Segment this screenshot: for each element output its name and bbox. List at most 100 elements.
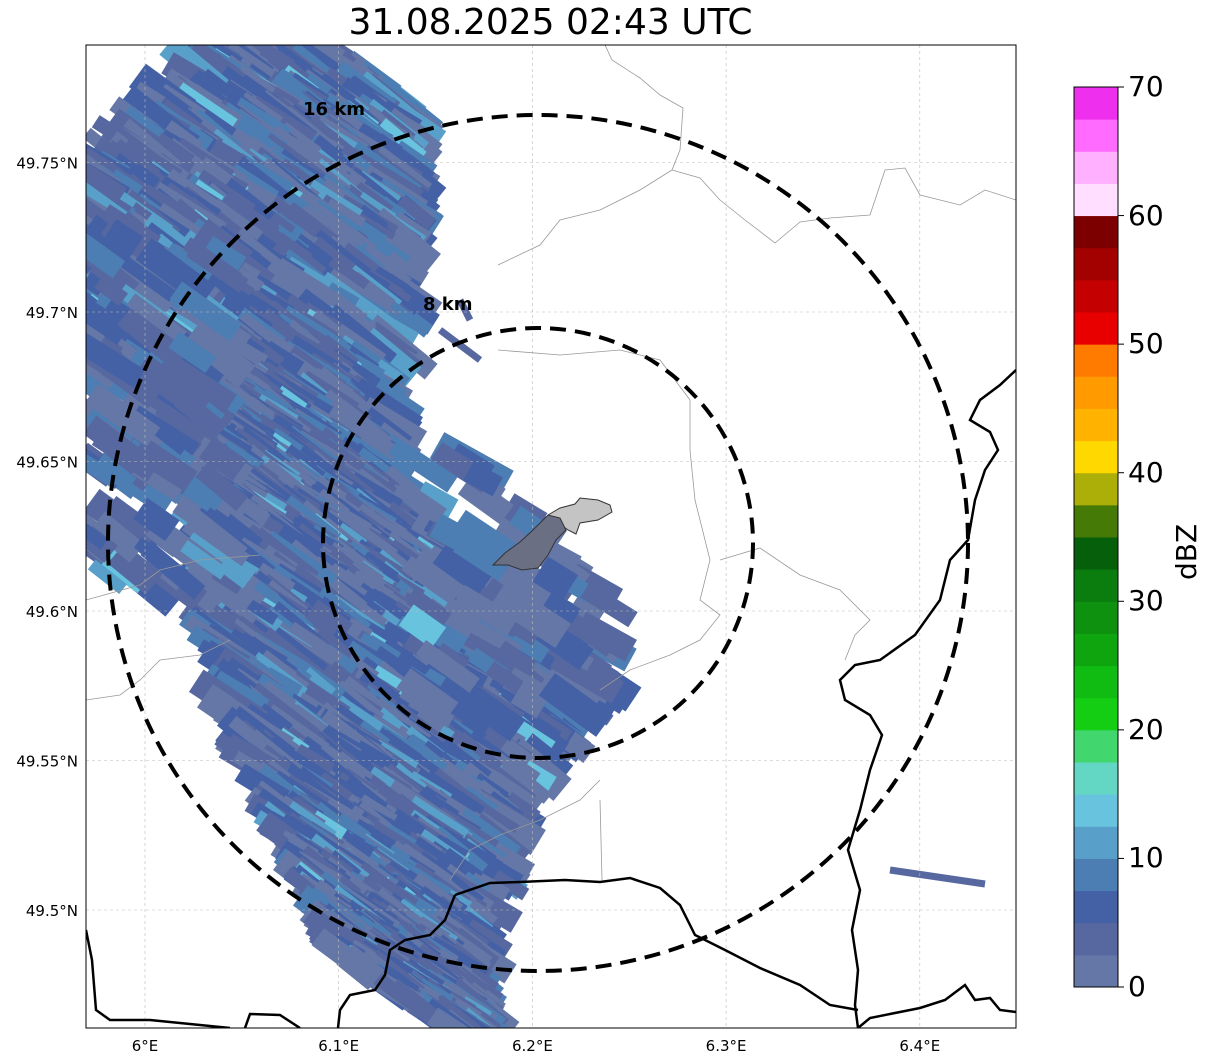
colorbar-segment xyxy=(1074,247,1118,281)
colorbar-segment xyxy=(1074,312,1118,345)
radar-bin xyxy=(401,555,461,605)
radar-bin xyxy=(240,0,284,28)
radar-bin xyxy=(86,332,146,388)
radar-bin xyxy=(453,585,519,636)
national-border-line xyxy=(454,876,859,1012)
radar-bin xyxy=(398,604,447,649)
range-ring-label-8km: 8 km xyxy=(423,294,473,315)
radar-bin xyxy=(542,590,582,626)
radar-bin xyxy=(86,518,109,550)
colorbar-segment xyxy=(1074,762,1118,795)
national-border-line xyxy=(243,1012,301,1028)
radar-bin xyxy=(126,293,187,343)
national-border-line xyxy=(838,369,1016,1028)
radar-bin xyxy=(94,453,137,491)
radar-bin xyxy=(406,587,452,626)
radar-bin xyxy=(117,303,191,370)
radar-bin xyxy=(174,391,228,440)
radar-streak xyxy=(437,327,483,363)
colorbar-segment xyxy=(1074,151,1118,184)
radar-bin xyxy=(129,436,198,495)
radar-bin xyxy=(183,322,256,387)
colorbar-segment xyxy=(1074,697,1118,731)
colorbar-label: dBZ xyxy=(1170,523,1203,580)
national-border-line xyxy=(336,894,457,1028)
radar-bin xyxy=(135,238,216,308)
colorbar-tick-label: 10 xyxy=(1128,841,1164,875)
colorbar-segment xyxy=(1074,601,1118,634)
radar-bin xyxy=(195,462,249,512)
radar-bin xyxy=(116,253,177,302)
radar-bin xyxy=(538,672,613,737)
radar-bin xyxy=(463,461,503,497)
radar-bin xyxy=(100,219,144,261)
regional-border-line xyxy=(86,639,231,701)
radar-bin xyxy=(184,526,257,589)
lon-tick-label: 6.3°E xyxy=(706,1037,747,1055)
radar-bin xyxy=(86,383,161,447)
range-rings: 8 km 16 km xyxy=(106,99,970,973)
radar-bin xyxy=(106,496,152,537)
colorbar-tick-label: 0 xyxy=(1128,970,1146,1003)
radar-bin xyxy=(168,331,217,374)
radar-bin xyxy=(86,314,124,346)
colorbar-segment xyxy=(1074,87,1118,120)
radar-bin xyxy=(460,1028,515,1064)
regional-border-line xyxy=(497,349,721,691)
radar-bin xyxy=(239,7,275,37)
radar-bin xyxy=(432,539,495,596)
colorbar-segment xyxy=(1074,569,1118,602)
colorbar-segment xyxy=(1074,440,1118,474)
radar-bin xyxy=(415,639,480,693)
colorbar-segment xyxy=(1074,537,1118,570)
colorbar-segment xyxy=(1074,858,1118,892)
radar-bin xyxy=(186,515,250,567)
radar-bin xyxy=(388,437,458,493)
radar-bin xyxy=(196,502,247,545)
radar-bin xyxy=(490,581,572,648)
radar-bin xyxy=(393,479,447,524)
lon-tick-label: 6°E xyxy=(132,1037,159,1055)
lat-tick-label: 49.5°N xyxy=(26,902,78,920)
lat-tick-label: 49.65°N xyxy=(16,454,78,472)
colorbar-segment xyxy=(1074,954,1118,988)
regional-border-line xyxy=(604,45,1016,244)
radar-bin xyxy=(130,279,174,320)
axis-ticks: 6°E 6.1°E 6.2°E 6.3°E 6.4°E 49.5°N 49.55°N 49.6… xyxy=(16,155,940,1056)
radar-bin xyxy=(431,677,500,735)
town-area xyxy=(491,497,613,571)
colorbar-segment xyxy=(1074,890,1118,924)
radar-bin xyxy=(89,511,145,563)
town-polygon-west xyxy=(491,514,567,571)
radar-bin xyxy=(234,0,283,34)
radar-bin xyxy=(453,530,513,582)
lat-tick-label: 49.75°N xyxy=(16,155,78,173)
radar-bin xyxy=(227,45,290,46)
colorbar-segment xyxy=(1074,922,1118,956)
lon-tick-label: 6.2°E xyxy=(512,1037,553,1055)
range-ring-label-16km: 16 km xyxy=(303,99,365,120)
radar-bin xyxy=(216,45,288,48)
regional-border-line xyxy=(599,799,603,881)
radar-bin xyxy=(532,556,579,601)
colorbar-tick-label: 20 xyxy=(1128,712,1164,746)
radar-bin xyxy=(86,488,158,555)
lat-tick-label: 49.7°N xyxy=(26,304,78,322)
colorbar-tick-label: 40 xyxy=(1128,455,1164,489)
lat-tick-label: 49.55°N xyxy=(16,753,78,771)
radar-bin xyxy=(396,668,459,723)
colorbar-segment xyxy=(1074,279,1118,313)
radar-bin xyxy=(86,442,120,488)
regional-border-line xyxy=(449,779,601,881)
radar-bin xyxy=(427,1007,479,1028)
colorbar-segment xyxy=(1074,183,1118,217)
colorbar-segment xyxy=(1074,472,1118,506)
radar-bin xyxy=(159,351,237,412)
radar-bin xyxy=(140,541,206,600)
radar-bin xyxy=(453,509,519,563)
radar-bin xyxy=(336,944,385,991)
radar-bin xyxy=(580,582,638,628)
radar-bin xyxy=(457,474,514,525)
lon-tick-label: 6.4°E xyxy=(899,1037,940,1055)
